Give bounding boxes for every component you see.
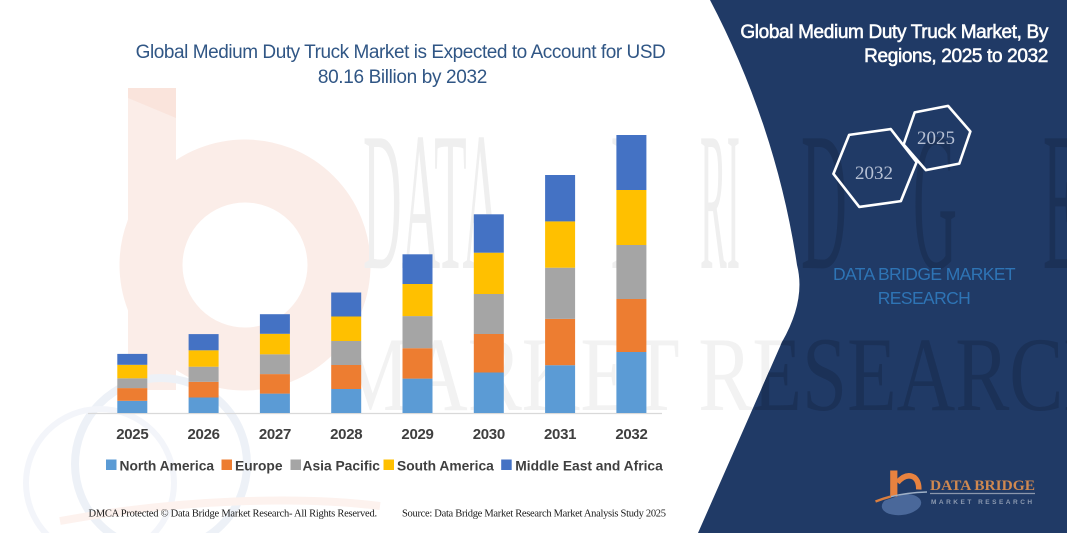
svg-text:2029: 2029 xyxy=(401,426,433,443)
svg-text:DATA BRIDGE: DATA BRIDGE xyxy=(930,478,1035,494)
svg-text:RESEARCH: RESEARCH xyxy=(878,288,970,308)
svg-text:DMCA Protected © Data Bridge M: DMCA Protected © Data Bridge Market Rese… xyxy=(89,509,377,520)
svg-text:2026: 2026 xyxy=(188,426,220,443)
svg-text:2028: 2028 xyxy=(330,426,362,443)
svg-text:Asia Pacific: Asia Pacific xyxy=(303,459,381,474)
svg-text:Source: Data Bridge Market Res: Source: Data Bridge Market Research Mark… xyxy=(402,509,666,520)
svg-text:80.16 Billion by 2032: 80.16 Billion by 2032 xyxy=(318,67,487,88)
svg-text:2032: 2032 xyxy=(615,426,647,443)
svg-text:Global Medium Duty Truck Marke: Global Medium Duty Truck Market is Expec… xyxy=(136,42,666,63)
svg-text:2030: 2030 xyxy=(473,426,505,443)
svg-text:Middle East and Africa: Middle East and Africa xyxy=(515,459,663,474)
svg-text:MARKET RESEARCH: MARKET RESEARCH xyxy=(931,499,1035,506)
svg-text:Regions, 2025 to 2032: Regions, 2025 to 2032 xyxy=(864,46,1048,67)
svg-text:2027: 2027 xyxy=(259,426,291,443)
svg-text:2031: 2031 xyxy=(544,426,576,443)
svg-text:2032: 2032 xyxy=(855,163,893,184)
svg-text:North America: North America xyxy=(120,459,215,474)
svg-text:DATA BRIDGE MARKET: DATA BRIDGE MARKET xyxy=(833,264,1016,284)
svg-text:2025: 2025 xyxy=(917,128,955,149)
svg-text:2025: 2025 xyxy=(116,426,148,443)
svg-text:Europe: Europe xyxy=(235,459,283,474)
svg-text:South America: South America xyxy=(397,459,494,474)
svg-text:Global Medium Duty Truck Marke: Global Medium Duty Truck Market, By xyxy=(740,22,1049,43)
